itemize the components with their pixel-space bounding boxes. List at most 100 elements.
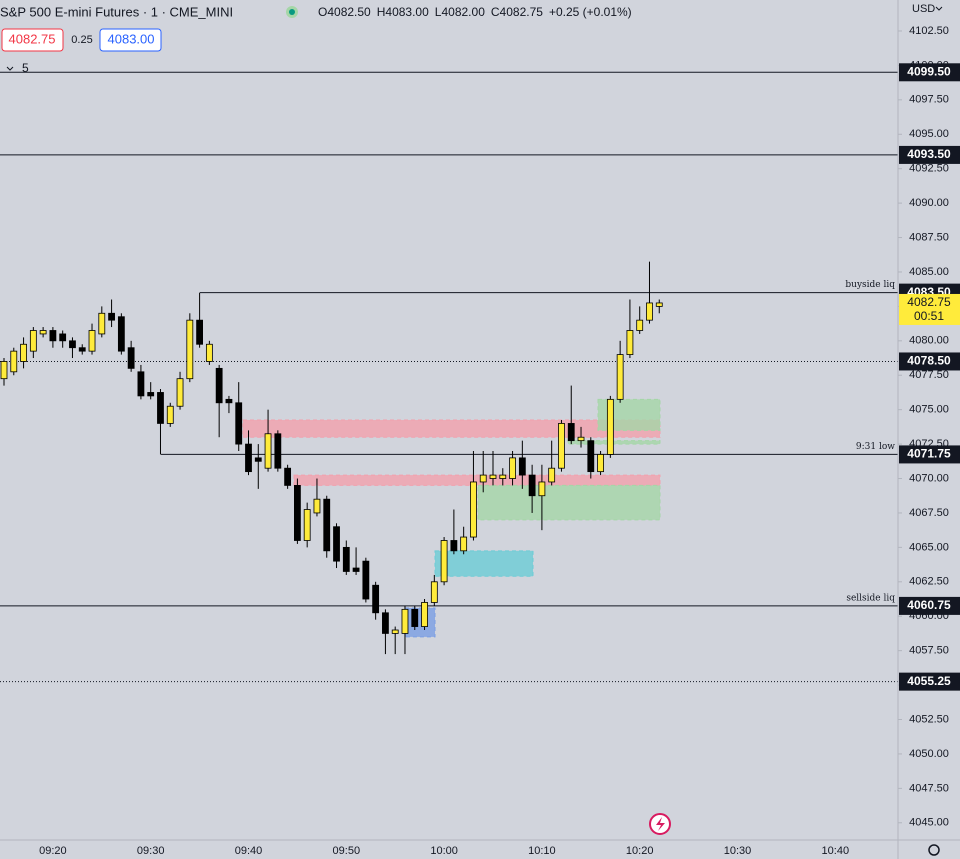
y-tick-label: 4065.00 xyxy=(909,541,949,553)
y-tick-label: 4047.50 xyxy=(909,782,949,794)
zone xyxy=(567,440,661,445)
market-status-dot xyxy=(289,9,295,15)
candle-body xyxy=(587,440,595,473)
currency-toggle xyxy=(935,6,943,11)
level-label: 4071.75 xyxy=(907,447,951,461)
currency[interactable]: USD xyxy=(912,3,935,15)
x-tick-label: 09:50 xyxy=(333,845,361,857)
bid-price: 4082.75 xyxy=(9,31,56,46)
y-tick-label: 4102.50 xyxy=(909,25,949,37)
y-tick-label: 4057.50 xyxy=(909,645,949,657)
candle-body xyxy=(293,485,301,541)
candle-body xyxy=(10,350,18,373)
level-label-box xyxy=(899,63,960,82)
symbol-title[interactable]: S&P 500 E-mini Futures · 1 · CME_MINI xyxy=(0,4,233,19)
candle-body xyxy=(215,367,223,404)
zone xyxy=(293,474,661,486)
candle-body xyxy=(597,454,604,473)
plot-area: 4045.004047.504050.004052.504055.004057.… xyxy=(0,25,949,857)
candle-body xyxy=(166,405,174,424)
y-tick-label: 4097.50 xyxy=(909,94,949,106)
candle-body xyxy=(235,402,243,445)
candle-body xyxy=(509,457,516,479)
x-tick-label: 09:40 xyxy=(235,845,263,857)
candle-body xyxy=(225,398,233,404)
candle-body xyxy=(117,316,125,352)
candle-body xyxy=(147,392,155,397)
y-tick-label: 4050.00 xyxy=(909,748,949,760)
indicator-toggle[interactable] xyxy=(6,66,14,71)
zone xyxy=(242,419,661,438)
level-note: buyside liq xyxy=(845,280,895,290)
last-price: 4082.75 xyxy=(907,295,951,309)
candle-body xyxy=(88,330,96,352)
y-tick-label: 4067.50 xyxy=(909,507,949,519)
y-tick-label: 4080.00 xyxy=(909,335,949,347)
candle-body xyxy=(460,536,468,552)
settings-icon[interactable] xyxy=(928,844,940,856)
candle-body xyxy=(518,457,526,476)
candle-body xyxy=(127,347,135,369)
y-tick-label: 4045.00 xyxy=(909,817,949,829)
candle-body xyxy=(636,319,644,331)
level-label: 4055.25 xyxy=(907,674,951,688)
candle-body xyxy=(548,467,556,483)
candle-body xyxy=(606,398,614,455)
candle-body xyxy=(450,540,458,552)
ohlc-key: C xyxy=(491,5,500,19)
candle-body xyxy=(362,560,370,600)
y-tick-label: 4087.50 xyxy=(909,231,949,243)
candle-body xyxy=(29,330,37,352)
candle-body xyxy=(616,354,624,400)
y-tick-label: 4062.50 xyxy=(909,576,949,588)
candle-body xyxy=(157,392,164,424)
y-tick-label: 4052.50 xyxy=(909,713,949,725)
candle-body xyxy=(333,526,340,562)
candle-body xyxy=(205,343,213,362)
x-tick-label: 10:30 xyxy=(724,845,752,857)
logo-bolt xyxy=(656,817,665,831)
ohlc-value: 4082.75 xyxy=(500,5,544,19)
candle-body xyxy=(264,433,272,469)
indicator-label: 5 xyxy=(22,61,29,75)
candle-body xyxy=(69,340,76,349)
ohlc-value: 4082.00 xyxy=(441,5,485,19)
level-label-box xyxy=(899,445,960,464)
candle-body xyxy=(440,540,448,583)
bid-box[interactable] xyxy=(1,28,64,52)
zone xyxy=(434,550,534,577)
level-note: 9:31 low xyxy=(856,442,895,452)
x-tick-label: 10:40 xyxy=(822,845,850,857)
level-label: 4078.50 xyxy=(907,354,951,368)
candle-body xyxy=(382,612,389,634)
candle-body xyxy=(401,608,409,634)
y-tick-label: 4070.00 xyxy=(909,472,949,484)
candle-body xyxy=(176,378,184,407)
candle-body xyxy=(39,330,47,335)
y-tick-label: 4077.50 xyxy=(909,369,949,381)
candle-body xyxy=(391,629,399,634)
candle-body xyxy=(479,474,487,483)
x-tick-label: 10:20 xyxy=(626,845,654,857)
candle-body xyxy=(646,302,653,321)
ask-box[interactable] xyxy=(99,28,162,52)
candle-body xyxy=(430,581,438,603)
countdown: 00:51 xyxy=(914,309,944,323)
candle-body xyxy=(108,312,115,321)
y-tick-label: 4090.00 xyxy=(909,197,949,209)
candle-body xyxy=(137,371,145,397)
candle-body xyxy=(313,498,321,514)
candle-body xyxy=(567,423,575,442)
x-tick-label: 10:00 xyxy=(430,845,458,857)
overlay: S&P 500 E-mini Futures · 1 · CME_MINI O 4… xyxy=(0,3,960,856)
candle-body xyxy=(254,457,262,462)
ohlc-key: H xyxy=(377,5,386,19)
level-label-box xyxy=(899,145,960,164)
ohlc-key: O xyxy=(318,5,327,19)
candle-body xyxy=(352,567,360,572)
candle-body xyxy=(489,474,497,479)
candle-body xyxy=(558,423,565,469)
candle-body xyxy=(20,343,27,362)
ohlc-value: 4083.00 xyxy=(385,5,429,19)
zone xyxy=(477,484,661,521)
